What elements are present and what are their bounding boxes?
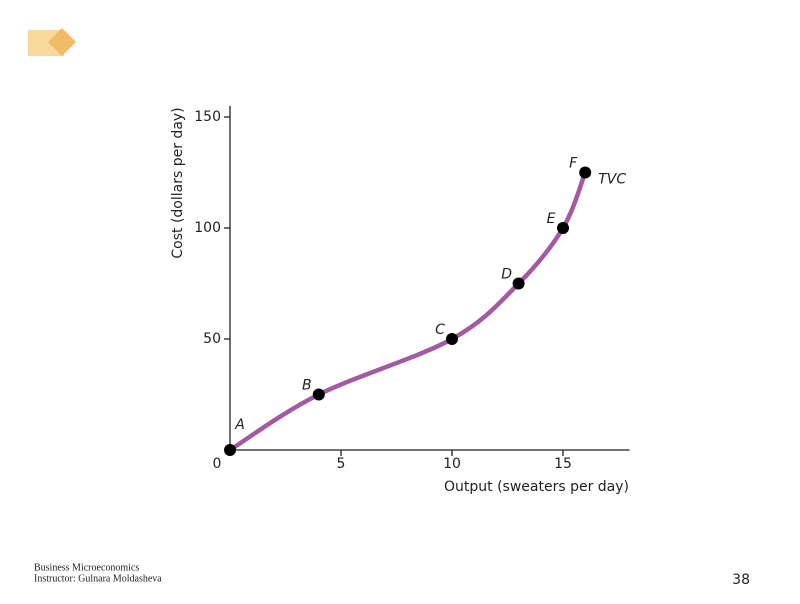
x-axis-title: Output (sweaters per day): [444, 479, 629, 495]
y-tick-label: 150: [194, 109, 221, 125]
data-point: [512, 277, 525, 290]
origin-label: 0: [213, 456, 222, 472]
point-label: E: [547, 211, 556, 227]
footer-course: Business Microeconomics: [34, 562, 139, 573]
footer-instructor: Instructor: Gulnara Moldasheva: [34, 573, 162, 584]
point-label: B: [302, 378, 312, 394]
data-point: [557, 222, 569, 234]
y-axis-title: Cost (dollars per day): [170, 107, 186, 258]
slide-icon: [28, 28, 76, 56]
icon-diamond: [48, 28, 76, 56]
data-point: [224, 444, 236, 456]
x-tick-label: 15: [554, 456, 572, 472]
tvc-curve: [228, 171, 588, 452]
x-tick-label: 10: [443, 456, 461, 472]
data-point: [312, 388, 325, 401]
x-tick-label: 5: [337, 456, 346, 472]
point-label: C: [435, 322, 445, 338]
point-label: F: [569, 156, 578, 172]
y-tick-label: 100: [194, 220, 221, 236]
point-label: D: [501, 267, 512, 283]
y-tick-label: 50: [203, 331, 221, 347]
chart: 0 5 10 15 50 100 150 Output (sweaters per day) C…: [170, 105, 630, 495]
series-label: TVC: [598, 172, 626, 188]
page-number: 38: [732, 572, 750, 588]
data-point: [579, 166, 592, 179]
point-label: A: [234, 417, 245, 433]
data-point: [446, 333, 458, 345]
